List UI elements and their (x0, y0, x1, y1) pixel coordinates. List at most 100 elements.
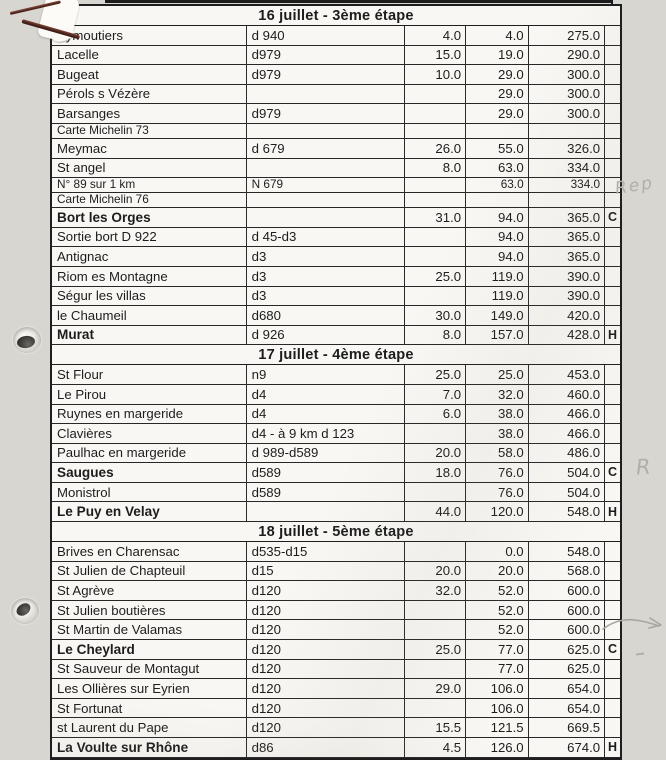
table-row: Murat d 926 8.0 157.0 428.0 H (52, 325, 620, 346)
total-km-cell: 568.0 (529, 561, 606, 581)
stage-km-cell: 8.0 (405, 325, 467, 345)
total-km-cell: 625.0 (529, 640, 606, 659)
stage-header: 18 juillet - 5ème étape (52, 522, 620, 543)
route-cell (247, 502, 406, 522)
table-row: Carte Michelin 76 (52, 193, 620, 209)
route-cell (247, 84, 406, 104)
stage-km-cell: 18.0 (405, 463, 467, 482)
table-row: Bugeat d979 10.0 29.0 300.0 (52, 65, 620, 85)
stage-km-cell: 20.0 (405, 561, 467, 581)
total-km-cell: 390.0 (529, 266, 606, 286)
cumulative-km-cell: 52.0 (466, 600, 529, 620)
punch-hole-icon (11, 598, 39, 624)
table-row: le Chaumeil d680 30.0 149.0 420.0 (52, 306, 620, 326)
table-row: St Julien de Chapteuil d15 20.0 20.0 568.0 (52, 561, 620, 582)
route-cell: d4 (247, 404, 406, 424)
cumulative-km-cell: 121.5 (466, 718, 529, 737)
total-km-cell: 466.0 (529, 404, 606, 424)
flag-cell (605, 193, 620, 207)
place-cell: Riom es Montagne (52, 266, 247, 286)
flag-cell (605, 405, 620, 424)
stage-km-cell (405, 542, 467, 561)
flag-cell: H (608, 504, 618, 519)
cumulative-km-cell: 149.0 (466, 306, 529, 325)
table-row: St Flour n9 25.0 25.0 453.0 (52, 365, 620, 385)
stage-km-cell: 31.0 (405, 208, 467, 227)
total-km-cell: 365.0 (529, 247, 606, 266)
place-cell: Bugeat (52, 65, 247, 84)
stage-km-cell (405, 247, 467, 266)
cumulative-km-cell (466, 123, 529, 138)
total-km-cell: 365.0 (529, 227, 606, 247)
cumulative-km-cell: 63.0 (466, 158, 529, 178)
stage-km-cell: 30.0 (405, 306, 467, 325)
cumulative-km-cell: 38.0 (466, 404, 529, 424)
total-km-cell: 420.0 (529, 306, 606, 325)
flag-cell (605, 365, 620, 384)
table-row: st Laurent du Pape d120 15.5 121.5 669.5 (52, 718, 620, 738)
stage-header: 17 juillet - 4ème étape (52, 345, 620, 366)
flag-cell (605, 385, 620, 404)
flag-cell (605, 542, 620, 561)
stage-km-cell (405, 659, 467, 679)
total-km-cell: 548.0 (529, 542, 606, 561)
route-cell: d535-d15 (247, 542, 406, 561)
route-cell: d3 (247, 266, 406, 286)
place-cell: St Julien boutières (52, 600, 247, 620)
flag-cell: H (608, 327, 618, 342)
route-cell: d979 (247, 65, 406, 84)
place-cell: Le Cheylard (52, 640, 247, 659)
total-km-cell: 290.0 (529, 45, 606, 65)
route-cell: n9 (247, 365, 406, 384)
place-cell: Murat (52, 325, 247, 345)
total-km-cell: 654.0 (529, 679, 606, 698)
place-cell: Bort les Orges (52, 208, 247, 227)
place-cell: Brives en Charensac (52, 542, 247, 561)
cumulative-km-cell: 0.0 (466, 542, 529, 561)
route-cell: d120 (247, 620, 406, 640)
route-cell (247, 123, 406, 138)
total-km-cell (529, 123, 606, 138)
place-cell: St Fortunat (52, 698, 247, 718)
flag-cell (605, 26, 620, 45)
total-km-cell: 390.0 (529, 286, 606, 306)
route-cell: d4 (247, 384, 406, 404)
cumulative-km-cell: 77.0 (466, 659, 529, 679)
flag-cell (605, 124, 620, 138)
cumulative-km-cell: 29.0 (466, 65, 529, 84)
route-cell (247, 208, 406, 227)
table-row: St Agrève d120 32.0 52.0 600.0 (52, 581, 620, 601)
place-cell: Monistrol (52, 482, 247, 502)
route-cell: d120 (247, 640, 406, 659)
place-cell: Antignac (52, 247, 247, 266)
cut-row-divider (611, 0, 613, 6)
table-row: St angel 8.0 63.0 334.0 (52, 158, 620, 179)
route-table: 16 juillet - 3ème étape Eymoutiers d 940 4.… (50, 4, 622, 760)
cumulative-km-cell: 76.0 (466, 463, 529, 482)
cumulative-km-cell: 94.0 (466, 247, 529, 266)
stage-km-cell: 7.0 (405, 384, 467, 404)
table-row: Paulhac en margeride d 989-d589 20.0 58.0 48… (52, 443, 620, 464)
route-cell: d589 (247, 482, 406, 502)
cumulative-km-cell: 106.0 (466, 679, 529, 698)
table-row: Ruynes en margeride d4 6.0 38.0 466.0 (52, 404, 620, 425)
total-km-cell: 548.0 (529, 502, 606, 522)
stage-km-cell (405, 482, 467, 502)
table-row: Eymoutiers d 940 4.0 4.0 275.0 (52, 26, 620, 46)
flag-cell (605, 483, 620, 502)
total-km-cell: 674.0 (529, 738, 606, 757)
flag-cell (605, 581, 620, 600)
route-cell (247, 158, 406, 178)
route-cell: d120 (247, 698, 406, 718)
route-cell (247, 193, 406, 208)
cumulative-km-cell: 94.0 (466, 208, 529, 227)
place-cell: Carte Michelin 73 (52, 123, 247, 138)
cumulative-km-cell: 55.0 (466, 138, 529, 158)
route-cell: d120 (247, 581, 406, 600)
stage-km-cell (405, 424, 467, 443)
place-cell: St Martin de Valamas (52, 620, 247, 640)
stage-km-cell (405, 227, 467, 247)
cumulative-km-cell: 119.0 (466, 266, 529, 286)
cumulative-km-cell (466, 193, 529, 208)
